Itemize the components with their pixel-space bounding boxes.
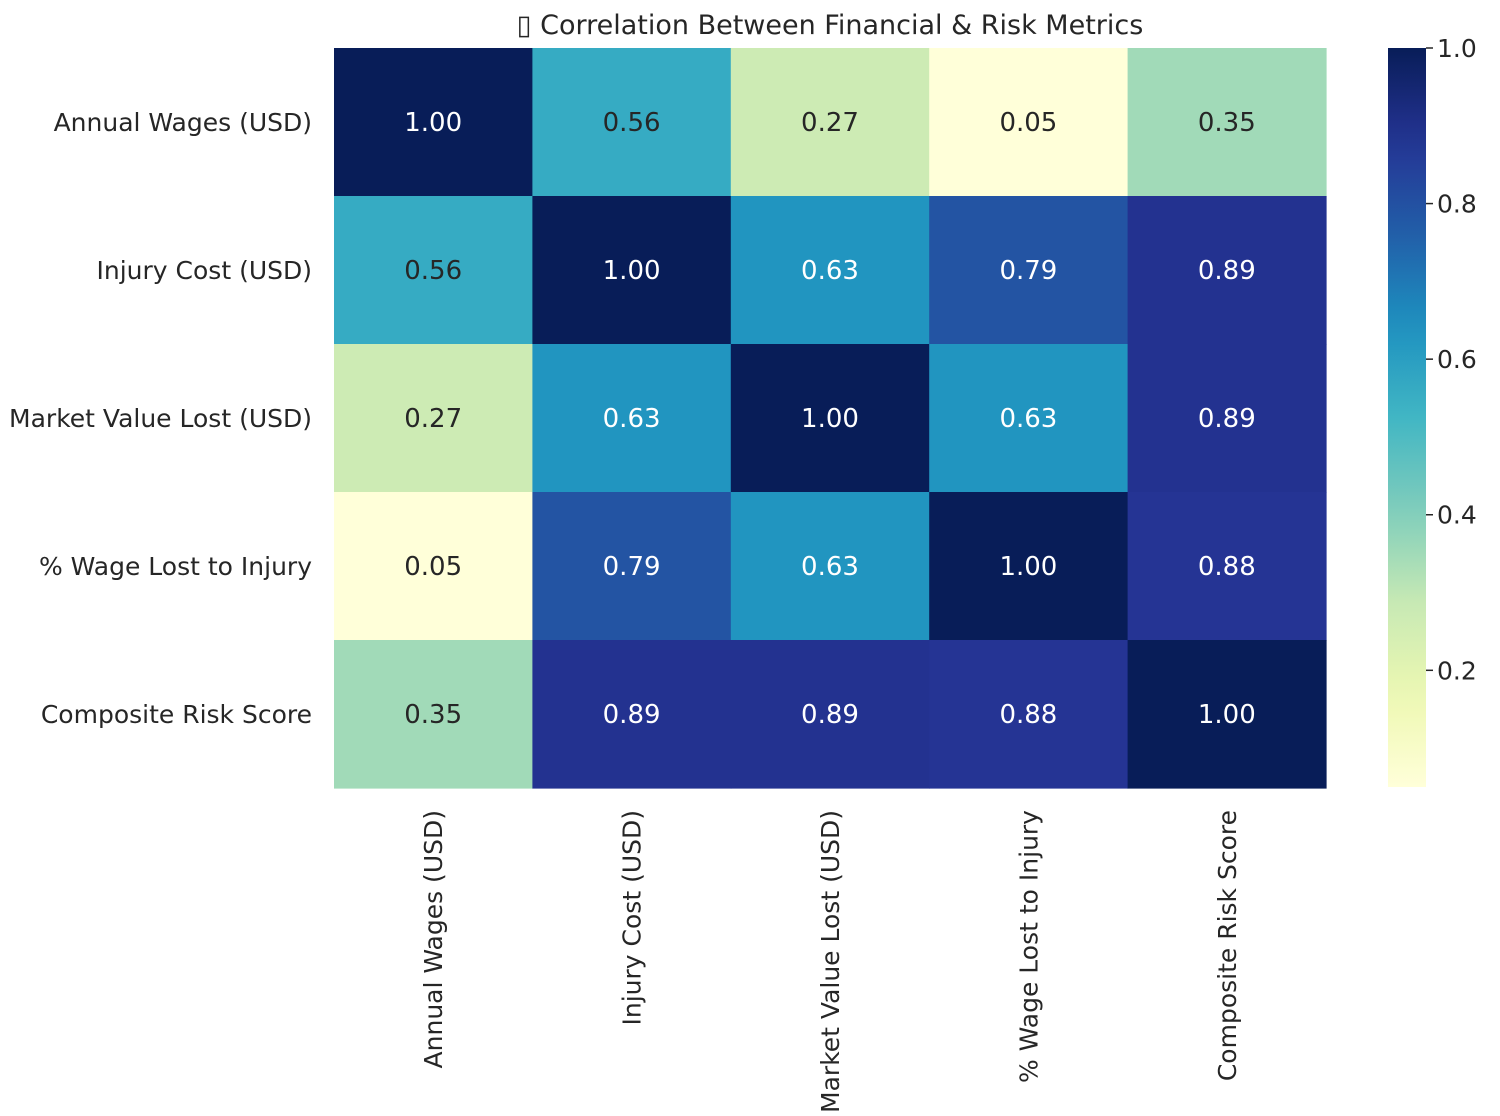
heatmap-cell xyxy=(532,640,732,789)
cell-value-label: 0.35 xyxy=(1198,108,1256,138)
column-tick-label: % Wage Lost to Injury xyxy=(1014,810,1043,1083)
cell-value-label: 0.79 xyxy=(603,552,661,582)
cell-value-label: 0.89 xyxy=(801,700,859,730)
heatmap-cell xyxy=(334,196,533,345)
cell-value-label: 0.88 xyxy=(999,700,1057,730)
row-tick-label: % Wage Lost to Injury xyxy=(39,552,312,581)
heatmap-cell xyxy=(532,196,732,345)
row-labels: Annual Wages (USD) Injury Cost (USD) Marke… xyxy=(9,108,312,729)
column-labels: Annual Wages (USD) Injury Cost (USD) Marke… xyxy=(419,810,1242,1113)
cell-value-label: 0.63 xyxy=(999,404,1057,434)
heatmap-cell xyxy=(334,640,533,789)
cell-value-label: 0.27 xyxy=(404,404,462,434)
cell-value-label: 0.89 xyxy=(1198,256,1256,286)
colorbar-tick-label: 0.4 xyxy=(1437,501,1477,530)
column-tick-label: Composite Risk Score xyxy=(1213,810,1242,1081)
heatmap-cell xyxy=(334,48,533,197)
heatmap-cell xyxy=(532,344,732,493)
cell-value-label: 0.05 xyxy=(999,108,1057,138)
row-tick-label: Market Value Lost (USD) xyxy=(9,404,312,433)
heatmap-cell xyxy=(532,492,732,641)
column-tick-label: Market Value Lost (USD) xyxy=(816,810,845,1113)
heatmap-cell xyxy=(929,492,1129,641)
colorbar-tick-label: 0.2 xyxy=(1437,656,1477,685)
heatmap-cell xyxy=(1127,48,1327,197)
heatmap-cell xyxy=(1127,196,1327,345)
cell-value-label: 0.63 xyxy=(801,256,859,286)
cell-value-label: 0.89 xyxy=(1198,404,1256,434)
heatmap-cell xyxy=(1127,492,1327,641)
cell-value-label: 0.05 xyxy=(404,552,462,582)
heatmap-cell xyxy=(532,48,732,197)
colorbar-tick-label: 0.8 xyxy=(1437,190,1477,219)
cell-value-label: 0.56 xyxy=(404,256,462,286)
colorbar-tick-label: 1.0 xyxy=(1437,34,1477,63)
row-tick-label: Injury Cost (USD) xyxy=(97,256,312,285)
colorbar-gradient xyxy=(1388,48,1426,787)
cell-value-label: 1.00 xyxy=(801,404,859,434)
chart-title: ▯ Correlation Between Financial & Risk M… xyxy=(517,10,1144,41)
colorbar: 0.2 0.4 0.6 0.8 1.0 xyxy=(1388,34,1477,787)
row-tick-label: Annual Wages (USD) xyxy=(54,108,312,137)
heatmap-cell xyxy=(334,492,533,641)
cell-value-label: 0.79 xyxy=(999,256,1057,286)
heatmap-cells: 1.00 0.56 0.27 0.05 0.35 0.56 1.00 0.63 0.79 0.89… xyxy=(334,48,1327,789)
heatmap-cell xyxy=(1127,640,1327,789)
cell-value-label: 0.35 xyxy=(404,700,462,730)
cell-value-label: 0.63 xyxy=(801,552,859,582)
cell-value-label: 0.89 xyxy=(603,700,661,730)
column-tick-label: Injury Cost (USD) xyxy=(618,810,647,1025)
cell-value-label: 0.56 xyxy=(603,108,661,138)
cell-value-label: 1.00 xyxy=(999,552,1057,582)
heatmap-cell xyxy=(929,640,1129,789)
cell-value-label: 1.00 xyxy=(1198,700,1256,730)
heatmap-cell xyxy=(730,640,930,789)
heatmap-cell xyxy=(730,344,930,493)
cell-value-label: 1.00 xyxy=(404,108,462,138)
heatmap-cell xyxy=(334,344,533,493)
cell-value-label: 0.88 xyxy=(1198,552,1256,582)
heatmap-cell xyxy=(730,492,930,641)
colorbar-tick-label: 0.6 xyxy=(1437,345,1477,374)
heatmap-cell xyxy=(929,196,1129,345)
heatmap-cell xyxy=(730,196,930,345)
cell-value-label: 0.27 xyxy=(801,108,859,138)
column-tick-label: Annual Wages (USD) xyxy=(419,810,448,1068)
heatmap-cell xyxy=(730,48,930,197)
heatmap-cell xyxy=(929,48,1129,197)
heatmap-cell xyxy=(929,344,1129,493)
heatmap-cell xyxy=(1127,344,1327,493)
row-tick-label: Composite Risk Score xyxy=(41,700,312,729)
cell-value-label: 1.00 xyxy=(603,256,661,286)
cell-value-label: 0.63 xyxy=(603,404,661,434)
